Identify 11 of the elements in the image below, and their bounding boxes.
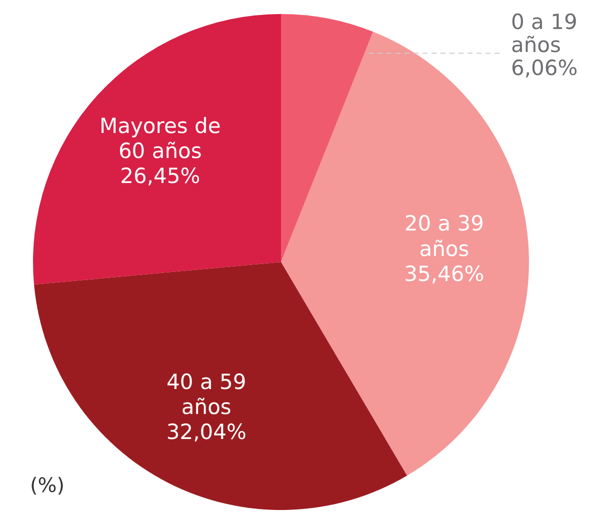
- slice-label: 40 a 59 años: [166, 370, 246, 419]
- pie-slice: [281, 14, 374, 262]
- pie-slice: [33, 14, 281, 285]
- data-label: 35,46%: [404, 262, 484, 286]
- text: (%): [30, 473, 65, 497]
- slice-label: Mayores de 60 años: [100, 114, 221, 163]
- data-label: 6,06%: [511, 56, 578, 80]
- data-label: 32,04%: [166, 420, 246, 444]
- slice-label: 0 a 19 años: [511, 10, 578, 57]
- slice-label: 20 a 39 años: [404, 212, 484, 261]
- data-label: 26,45%: [120, 164, 200, 188]
